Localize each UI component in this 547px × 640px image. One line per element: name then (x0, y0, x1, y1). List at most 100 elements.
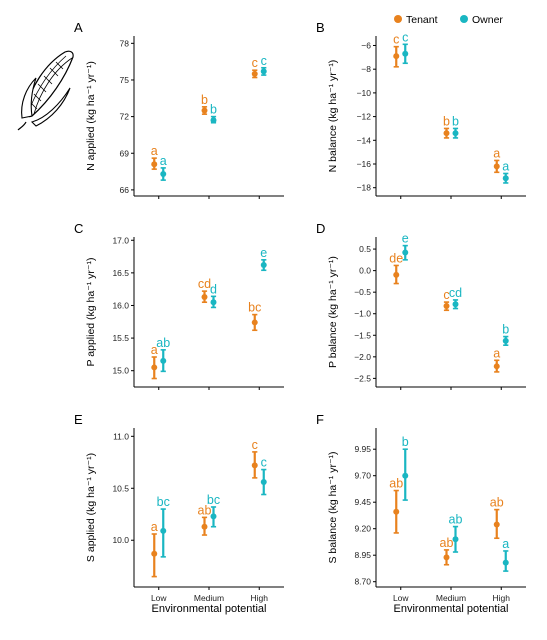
y-tick-label: 9.20 (354, 524, 371, 534)
point-owner (502, 559, 509, 566)
y-tick-label: 16.0 (112, 300, 129, 310)
point-tenant (151, 364, 158, 371)
significance-letter-tenant: c (252, 56, 258, 70)
y-tick-label: 17.0 (112, 235, 129, 245)
point-tenant (443, 130, 450, 137)
y-tick-label: 72 (120, 112, 130, 122)
y-axis-title: P balance (kg ha⁻¹ yr⁻¹) (327, 256, 339, 368)
point-owner (452, 130, 459, 137)
y-tick-label: −6 (361, 40, 371, 50)
panel-C: C 15.0 15.5 16.0 16.5 17.0 P applied (kg ha⁻¹ … (74, 221, 284, 390)
significance-letter-tenant: a (493, 146, 500, 160)
significance-letter-owner: a (502, 159, 509, 173)
y-tick-label: 10.0 (112, 535, 129, 545)
significance-letter-owner: bc (157, 495, 170, 509)
y-tick-label: −2.0 (354, 352, 371, 362)
point-tenant (493, 521, 500, 528)
point-tenant (493, 363, 500, 370)
legend-marker-owner (460, 15, 468, 23)
significance-letter-tenant: b (443, 114, 450, 128)
y-tick-label: 9.70 (354, 471, 371, 481)
point-tenant (251, 319, 258, 326)
point-owner (210, 117, 217, 124)
y-tick-label: −1.0 (354, 309, 371, 319)
point-owner (402, 472, 409, 479)
x-axis-title-right: Environmental potential (394, 603, 509, 615)
y-tick-label: −1.5 (354, 330, 371, 340)
point-tenant (393, 508, 400, 515)
significance-letter-tenant: cd (198, 277, 211, 291)
point-tenant (393, 271, 400, 278)
significance-letter-tenant: de (389, 251, 403, 265)
point-owner (502, 175, 509, 182)
legend-label-tenant: Tenant (406, 14, 438, 26)
point-owner (160, 357, 167, 364)
panel-label-F: F (316, 412, 324, 427)
y-tick-label: 15.0 (112, 366, 129, 376)
point-owner (402, 249, 409, 256)
point-owner (452, 301, 459, 308)
y-tick-label: −0.5 (354, 287, 371, 297)
point-owner (260, 262, 267, 269)
x-axis-title-left: Environmental potential (152, 603, 267, 615)
y-tick-label: 0.0 (359, 266, 371, 276)
point-tenant (393, 53, 400, 60)
panel-label-A: A (74, 20, 83, 35)
point-tenant (443, 302, 450, 309)
significance-letter-tenant: bc (248, 301, 261, 315)
point-owner (260, 68, 267, 75)
y-tick-label: 66 (120, 185, 130, 195)
panel-label-D: D (316, 221, 325, 236)
point-tenant (151, 161, 158, 168)
point-tenant (443, 554, 450, 561)
point-owner (210, 513, 217, 520)
y-axis-title: S applied (kg ha⁻¹ yr⁻¹) (85, 453, 97, 562)
point-owner (402, 50, 409, 57)
significance-letter-owner: c (261, 54, 267, 68)
panel-A: A 66 69 72 75 78 N applied (kg ha⁻¹ yr⁻¹) a b c a b… (74, 20, 284, 199)
significance-letter-tenant: ab (389, 477, 403, 491)
significance-letter-tenant: c (443, 288, 449, 302)
panel-F: F 9.95 9.70 9.45 9.20 8.95 8.70 Low Medium High S … (316, 412, 526, 603)
y-tick-label: 8.70 (354, 577, 371, 587)
y-tick-label: 11.0 (113, 431, 129, 441)
significance-letter-owner: e (402, 232, 409, 246)
x-tick-label: Medium (436, 593, 466, 603)
y-tick-label: 0.5 (359, 244, 371, 254)
legend-marker-tenant (394, 15, 402, 23)
panel-label-E: E (74, 412, 83, 427)
significance-letter-owner: a (502, 537, 509, 551)
y-tick-label: 16.5 (112, 268, 129, 278)
significance-letter-tenant: ab (490, 496, 504, 510)
point-tenant (493, 163, 500, 170)
panel-B: B −6 −8 −10 −12 −14 −16 −18 N balance (kg ha⁻¹ y… (316, 20, 526, 199)
point-owner (160, 527, 167, 534)
x-tick-label: Low (151, 593, 167, 603)
point-tenant (201, 107, 208, 114)
significance-letter-owner: b (210, 103, 217, 117)
significance-letter-tenant: b (201, 93, 208, 107)
y-tick-label: −18 (357, 183, 372, 193)
point-owner (452, 536, 459, 543)
y-axis-title: P applied (kg ha⁻¹ yr⁻¹) (85, 258, 97, 367)
panel-D: D 0.5 0.0 −0.5 −1.0 −1.5 −2.0 −2.5 P balance (kg… (316, 221, 526, 390)
point-tenant (251, 462, 258, 469)
significance-letter-tenant: c (252, 438, 258, 452)
y-tick-label: −2.5 (354, 373, 371, 383)
y-tick-label: 8.95 (354, 550, 371, 560)
legend: Tenant Owner (394, 14, 503, 26)
y-tick-label: 15.5 (112, 333, 129, 343)
x-tick-label: High (493, 593, 511, 603)
y-tick-label: 9.45 (354, 497, 371, 507)
point-owner (160, 171, 167, 178)
panel-E: E 10.0 10.5 11.0 Low Medium High S applied (kg … (74, 412, 284, 603)
panel-label-C: C (74, 221, 83, 236)
y-tick-label: −14 (357, 135, 372, 145)
significance-letter-owner: ab (156, 336, 170, 350)
y-tick-label: 78 (120, 38, 130, 48)
significance-letter-owner: e (260, 246, 267, 260)
significance-letter-owner: b (452, 114, 459, 128)
y-tick-label: −12 (357, 112, 372, 122)
